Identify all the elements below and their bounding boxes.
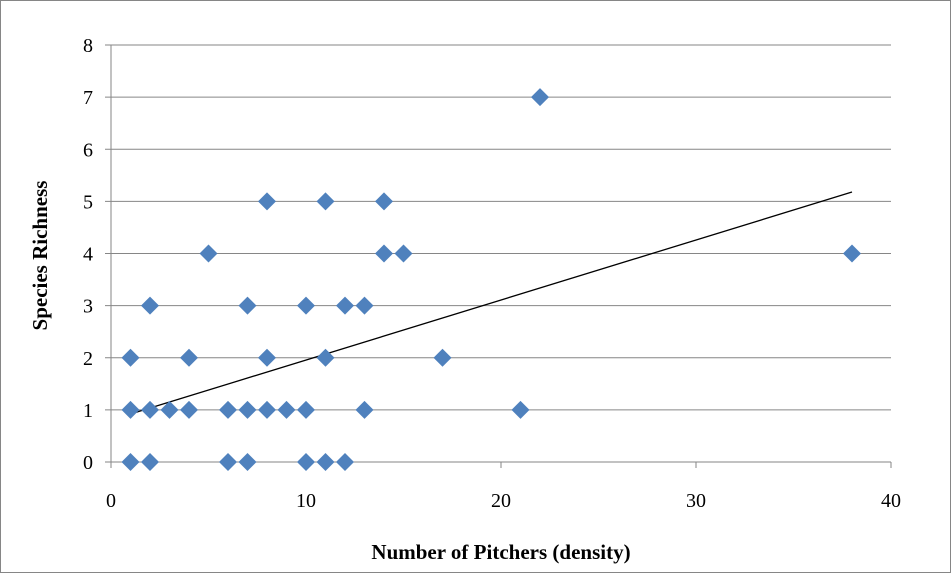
x-tick-label: 40	[881, 490, 901, 512]
data-point	[375, 192, 393, 211]
data-point	[297, 453, 315, 471]
data-point	[180, 348, 198, 367]
y-tick-label: 7	[83, 87, 93, 109]
data-point	[121, 400, 140, 419]
data-point	[433, 348, 452, 367]
data-point	[316, 453, 335, 471]
x-tick-label: 20	[491, 490, 511, 512]
x-tick-label: 10	[296, 490, 316, 512]
data-point	[238, 400, 257, 419]
data-point	[258, 192, 276, 211]
data-point	[531, 88, 549, 107]
data-point	[297, 400, 315, 419]
data-point	[277, 400, 296, 419]
data-point	[160, 400, 179, 419]
linear-trendline	[130, 191, 853, 415]
data-points	[121, 88, 861, 471]
data-point	[121, 348, 140, 367]
data-point	[219, 400, 237, 419]
data-point	[316, 348, 335, 367]
x-tick-label: 30	[686, 490, 706, 512]
data-point	[141, 453, 159, 471]
tick-labels: 0 1 2 3 4 5 6 7 8 0 10 20 30 40	[83, 35, 901, 512]
data-point	[258, 348, 276, 367]
data-point	[121, 453, 140, 471]
data-point	[355, 296, 374, 315]
data-point	[141, 296, 159, 315]
data-point	[355, 400, 374, 419]
data-point	[336, 453, 354, 471]
data-point	[258, 400, 276, 419]
data-point	[238, 296, 257, 315]
data-point	[219, 453, 237, 471]
data-point	[297, 296, 315, 315]
y-tick-label: 4	[83, 244, 93, 266]
x-axis-title: Number of Pitchers (density)	[371, 540, 630, 564]
y-tick-label: 2	[83, 348, 93, 370]
data-point	[394, 244, 413, 263]
y-tick-label: 5	[83, 191, 93, 213]
y-tick-label: 6	[83, 139, 93, 161]
y-tick-label: 8	[83, 35, 93, 57]
data-point	[238, 453, 257, 471]
y-tick-label: 1	[83, 400, 93, 422]
data-point	[843, 244, 861, 263]
data-point	[141, 400, 159, 419]
y-axis-title: Species Richness	[28, 181, 52, 331]
data-point	[180, 400, 198, 419]
y-tick-label: 0	[83, 452, 93, 474]
axes	[105, 44, 892, 468]
data-point	[199, 244, 218, 263]
data-point	[375, 244, 393, 263]
data-point	[511, 400, 530, 419]
x-tick-label: 0	[106, 490, 116, 512]
y-tick-label: 3	[83, 296, 93, 318]
trendline-group	[130, 191, 853, 415]
gridlines	[111, 44, 891, 411]
data-point	[316, 192, 335, 211]
data-point	[336, 296, 354, 315]
